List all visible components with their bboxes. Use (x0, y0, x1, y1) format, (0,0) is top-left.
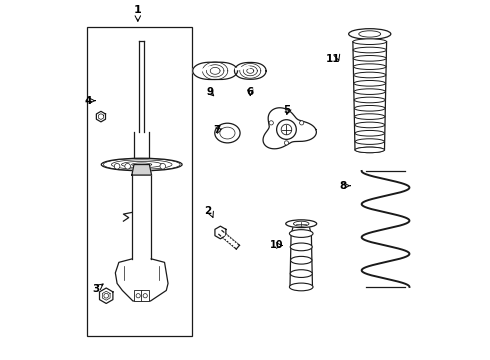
Circle shape (143, 294, 147, 298)
Ellipse shape (286, 220, 317, 228)
Polygon shape (132, 165, 151, 175)
Ellipse shape (355, 147, 384, 153)
Text: 2: 2 (204, 206, 212, 216)
Circle shape (160, 163, 166, 169)
Text: 3: 3 (92, 284, 99, 294)
Text: 11: 11 (325, 54, 340, 64)
Circle shape (299, 121, 304, 125)
Ellipse shape (290, 243, 312, 251)
Ellipse shape (101, 158, 182, 171)
Ellipse shape (354, 89, 386, 94)
Ellipse shape (355, 130, 385, 136)
Polygon shape (263, 108, 317, 149)
Ellipse shape (220, 127, 235, 139)
Ellipse shape (355, 122, 385, 128)
Bar (141, 291, 149, 301)
Circle shape (281, 124, 292, 135)
Text: 4: 4 (85, 96, 92, 106)
Ellipse shape (353, 39, 387, 45)
Ellipse shape (353, 64, 386, 69)
Ellipse shape (353, 55, 386, 61)
Text: 10: 10 (270, 240, 283, 251)
Ellipse shape (294, 221, 309, 226)
Text: 5: 5 (284, 104, 291, 114)
Circle shape (104, 293, 108, 298)
Text: 7: 7 (213, 125, 220, 135)
Bar (87, 27, 192, 336)
Ellipse shape (354, 97, 385, 103)
Ellipse shape (355, 114, 385, 120)
Ellipse shape (353, 47, 387, 53)
Polygon shape (215, 226, 226, 239)
Ellipse shape (290, 230, 313, 237)
Circle shape (114, 163, 120, 169)
Ellipse shape (355, 139, 384, 144)
Ellipse shape (359, 31, 381, 37)
Polygon shape (219, 231, 240, 249)
Text: 1: 1 (134, 5, 142, 15)
Bar (134, 291, 142, 301)
Polygon shape (193, 62, 238, 80)
Ellipse shape (354, 72, 386, 78)
Ellipse shape (215, 123, 240, 143)
Ellipse shape (290, 283, 313, 291)
Ellipse shape (354, 105, 385, 111)
Circle shape (125, 163, 130, 169)
Circle shape (277, 120, 296, 139)
Ellipse shape (290, 270, 312, 278)
Text: 8: 8 (340, 181, 347, 191)
Circle shape (284, 141, 289, 145)
Ellipse shape (354, 81, 386, 86)
Ellipse shape (355, 147, 385, 153)
Text: 6: 6 (246, 87, 254, 97)
Text: 9: 9 (206, 87, 214, 97)
Ellipse shape (349, 29, 391, 39)
Ellipse shape (291, 256, 312, 264)
Polygon shape (234, 62, 266, 79)
Circle shape (136, 294, 140, 298)
Circle shape (269, 121, 273, 125)
